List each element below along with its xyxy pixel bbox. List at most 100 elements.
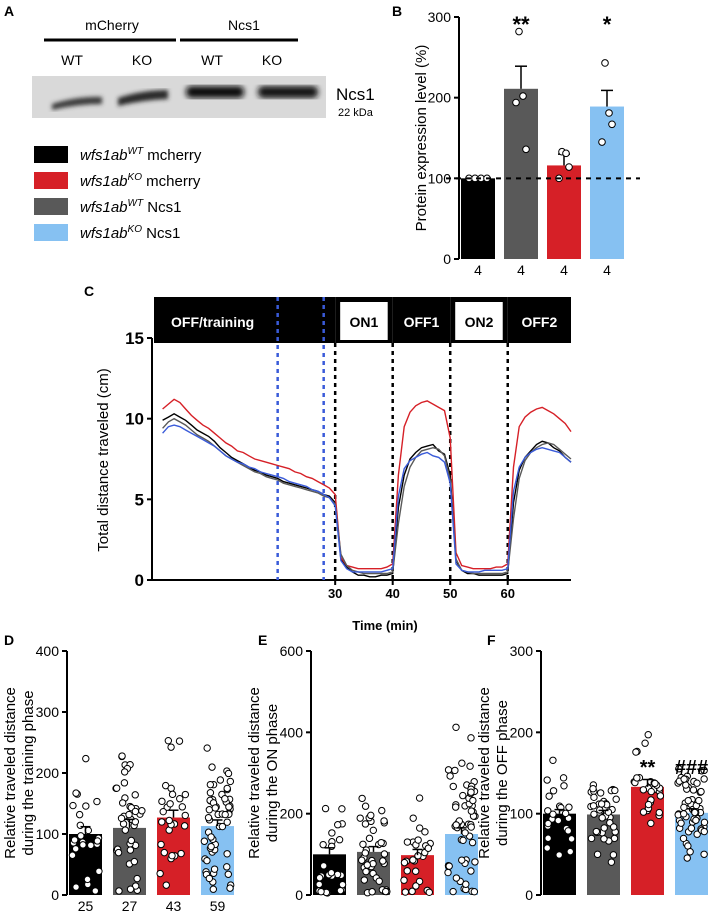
phase-bar-segment (392, 297, 451, 343)
data-point (415, 794, 424, 802)
data-point (118, 752, 126, 760)
phase-label: ON2 (465, 314, 494, 330)
data-point (695, 796, 703, 805)
data-point (162, 881, 170, 889)
data-point (315, 880, 323, 889)
data-point (600, 835, 608, 843)
data-point (87, 841, 95, 849)
data-point (543, 776, 551, 784)
data-point (203, 744, 211, 752)
y-axis-title: Total distance traveled (cm) (95, 368, 112, 551)
data-point (115, 887, 123, 895)
data-point (467, 823, 475, 831)
data-point (403, 867, 411, 875)
data-point (589, 785, 597, 793)
significance-marker: ** (640, 757, 656, 779)
phase-label: OFF2 (521, 314, 557, 330)
blot-band-3 (186, 86, 244, 98)
data-point (91, 887, 100, 895)
data-point (380, 850, 389, 858)
y-tick-label: 0 (295, 887, 303, 903)
data-point (611, 786, 619, 795)
data-point (408, 887, 416, 896)
legend-label-wt-mcherry: wfs1abWT mcherry (80, 146, 202, 164)
data-point (206, 780, 215, 789)
data-point (567, 835, 576, 843)
y-tick-label: 100 (428, 170, 452, 186)
data-point (369, 826, 378, 835)
data-point (77, 832, 85, 840)
data-point (164, 736, 173, 745)
data-point (598, 138, 606, 146)
y-tick-label: 400 (280, 724, 304, 740)
data-point (75, 810, 84, 819)
blot-group-mcherry: mCherry (85, 17, 139, 33)
data-point (335, 836, 344, 844)
data-point (224, 870, 232, 878)
data-point (515, 27, 523, 36)
data-point (225, 803, 233, 811)
data-point (361, 849, 369, 857)
blot-band-4 (258, 86, 318, 98)
n-label: 4 (560, 262, 568, 278)
data-point (468, 838, 477, 847)
blot-size-label: 22 kDa (338, 107, 374, 119)
data-point (449, 782, 457, 791)
data-point (449, 887, 457, 896)
blot-band-1 (52, 96, 102, 110)
data-point (679, 834, 688, 843)
data-point (632, 748, 640, 756)
data-point (639, 786, 648, 794)
data-point (157, 840, 165, 849)
data-point (519, 92, 527, 100)
data-point (377, 838, 385, 847)
legend-label-ko-ncs1: wfs1abKO Ncs1 (80, 224, 180, 242)
panel-label-f: F (487, 632, 496, 648)
data-point (206, 789, 215, 797)
data-point (601, 59, 609, 67)
data-point (93, 797, 101, 806)
n-label: 59 (210, 898, 226, 913)
data-point (409, 856, 417, 864)
significance-marker: ** (512, 12, 530, 37)
data-point (592, 827, 601, 836)
data-point (590, 793, 598, 802)
data-point (633, 774, 641, 782)
data-point (469, 796, 477, 805)
data-point (120, 768, 129, 776)
data-point (610, 823, 618, 831)
data-point (444, 868, 452, 877)
y-tick-label: 400 (36, 643, 60, 659)
data-point (545, 792, 553, 800)
data-point (425, 888, 433, 896)
data-point (131, 818, 140, 826)
data-point (68, 851, 77, 859)
y-tick-label: 100 (510, 806, 534, 822)
data-point (689, 786, 698, 794)
data-point (593, 850, 602, 859)
legend-swatch-wt-mcherry (34, 146, 68, 163)
x-tick-label: 30 (328, 586, 342, 601)
panel-label-e: E (258, 632, 267, 648)
data-point (451, 766, 459, 775)
data-point (471, 858, 479, 866)
phase-on-box (455, 302, 503, 340)
n-label: 27 (122, 898, 138, 913)
data-point (700, 775, 708, 783)
y-tick-label: 200 (428, 90, 452, 106)
data-point (207, 842, 215, 851)
data-point (600, 824, 608, 832)
data-point (467, 734, 475, 742)
data-point (358, 856, 366, 864)
data-point (114, 848, 123, 857)
data-point (200, 837, 209, 845)
data-point (683, 854, 691, 862)
data-point (127, 836, 136, 845)
data-point (609, 851, 618, 859)
n-label: 4 (517, 262, 525, 278)
series-line (162, 398, 572, 570)
data-point (466, 762, 474, 770)
y-tick-label: 5 (135, 490, 144, 509)
data-point (452, 723, 460, 731)
